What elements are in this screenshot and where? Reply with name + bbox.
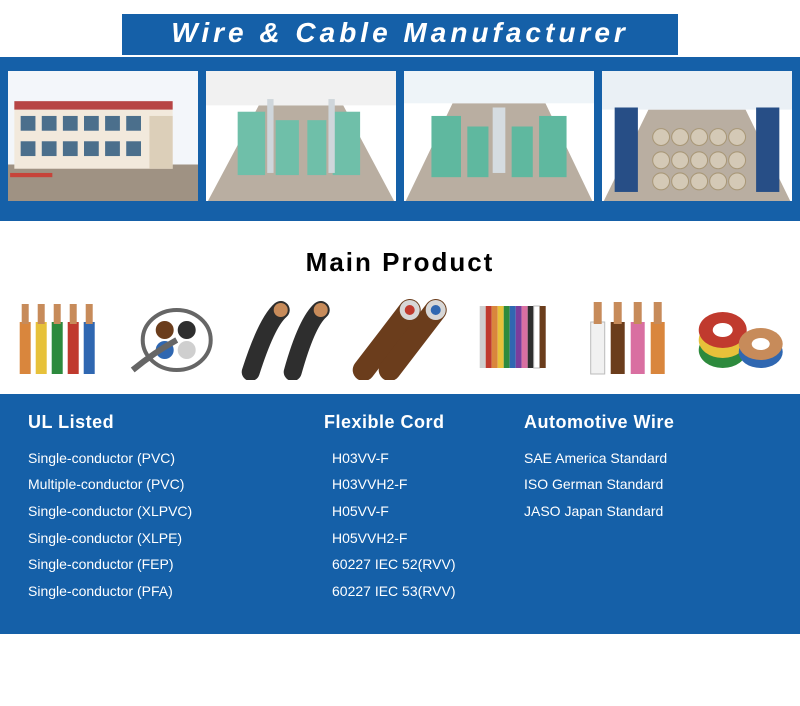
list-item: H03VVH2-F: [276, 471, 524, 498]
column-title: UL Listed: [28, 412, 276, 433]
product-ribbon: [458, 292, 569, 380]
list-item: Single-conductor (XLPE): [28, 525, 276, 552]
list-item: Single-conductor (PVC): [28, 445, 276, 472]
list-item: Single-conductor (FEP): [28, 551, 276, 578]
column-title: Automotive Wire: [524, 412, 772, 433]
column-flexible-cord: Flexible Cord H03VV-F H03VVH2-F H05VV-F …: [276, 412, 524, 606]
factory-photo-interior-3: [602, 71, 792, 201]
list-item: H05VV-F: [276, 498, 524, 525]
product-row: [0, 292, 800, 394]
list-item: 60227 IEC 53(RVV): [276, 578, 524, 605]
product-twin-flat: [231, 292, 342, 380]
factory-photo-exterior: [8, 71, 198, 201]
main-product-title: Main Product: [0, 221, 800, 292]
factory-strip: [0, 57, 800, 221]
list-item: Multiple-conductor (PVC): [28, 471, 276, 498]
column-items: H03VV-F H03VVH2-F H05VV-F H05VVH2-F 6022…: [276, 445, 524, 605]
banner-wrap: Wire & Cable Manufacturer: [0, 0, 800, 57]
list-item: Single-conductor (PFA): [28, 578, 276, 605]
product-single-core: [4, 292, 115, 380]
list-item: Single-conductor (XLPVC): [28, 498, 276, 525]
list-item: 60227 IEC 52(RVV): [276, 551, 524, 578]
column-items: SAE America Standard ISO German Standard…: [524, 445, 772, 525]
list-item: H03VV-F: [276, 445, 524, 472]
column-ul-listed: UL Listed Single-conductor (PVC) Multipl…: [28, 412, 276, 606]
product-coils: [685, 292, 796, 380]
column-items: Single-conductor (PVC) Multiple-conducto…: [28, 445, 276, 605]
column-title: Flexible Cord: [276, 412, 524, 433]
factory-photo-interior-1: [206, 71, 396, 201]
list-item: JASO Japan Standard: [524, 498, 772, 525]
factory-photo-interior-2: [404, 71, 594, 201]
product-round-4core: [117, 292, 228, 380]
banner-title: Wire & Cable Manufacturer: [120, 12, 680, 57]
product-list-strip: UL Listed Single-conductor (PVC) Multipl…: [0, 394, 800, 634]
list-item: ISO German Standard: [524, 471, 772, 498]
column-automotive: Automotive Wire SAE America Standard ISO…: [524, 412, 772, 606]
product-shielded: [344, 292, 455, 380]
list-item: H05VVH2-F: [276, 525, 524, 552]
product-big-single: [571, 292, 682, 380]
list-item: SAE America Standard: [524, 445, 772, 472]
